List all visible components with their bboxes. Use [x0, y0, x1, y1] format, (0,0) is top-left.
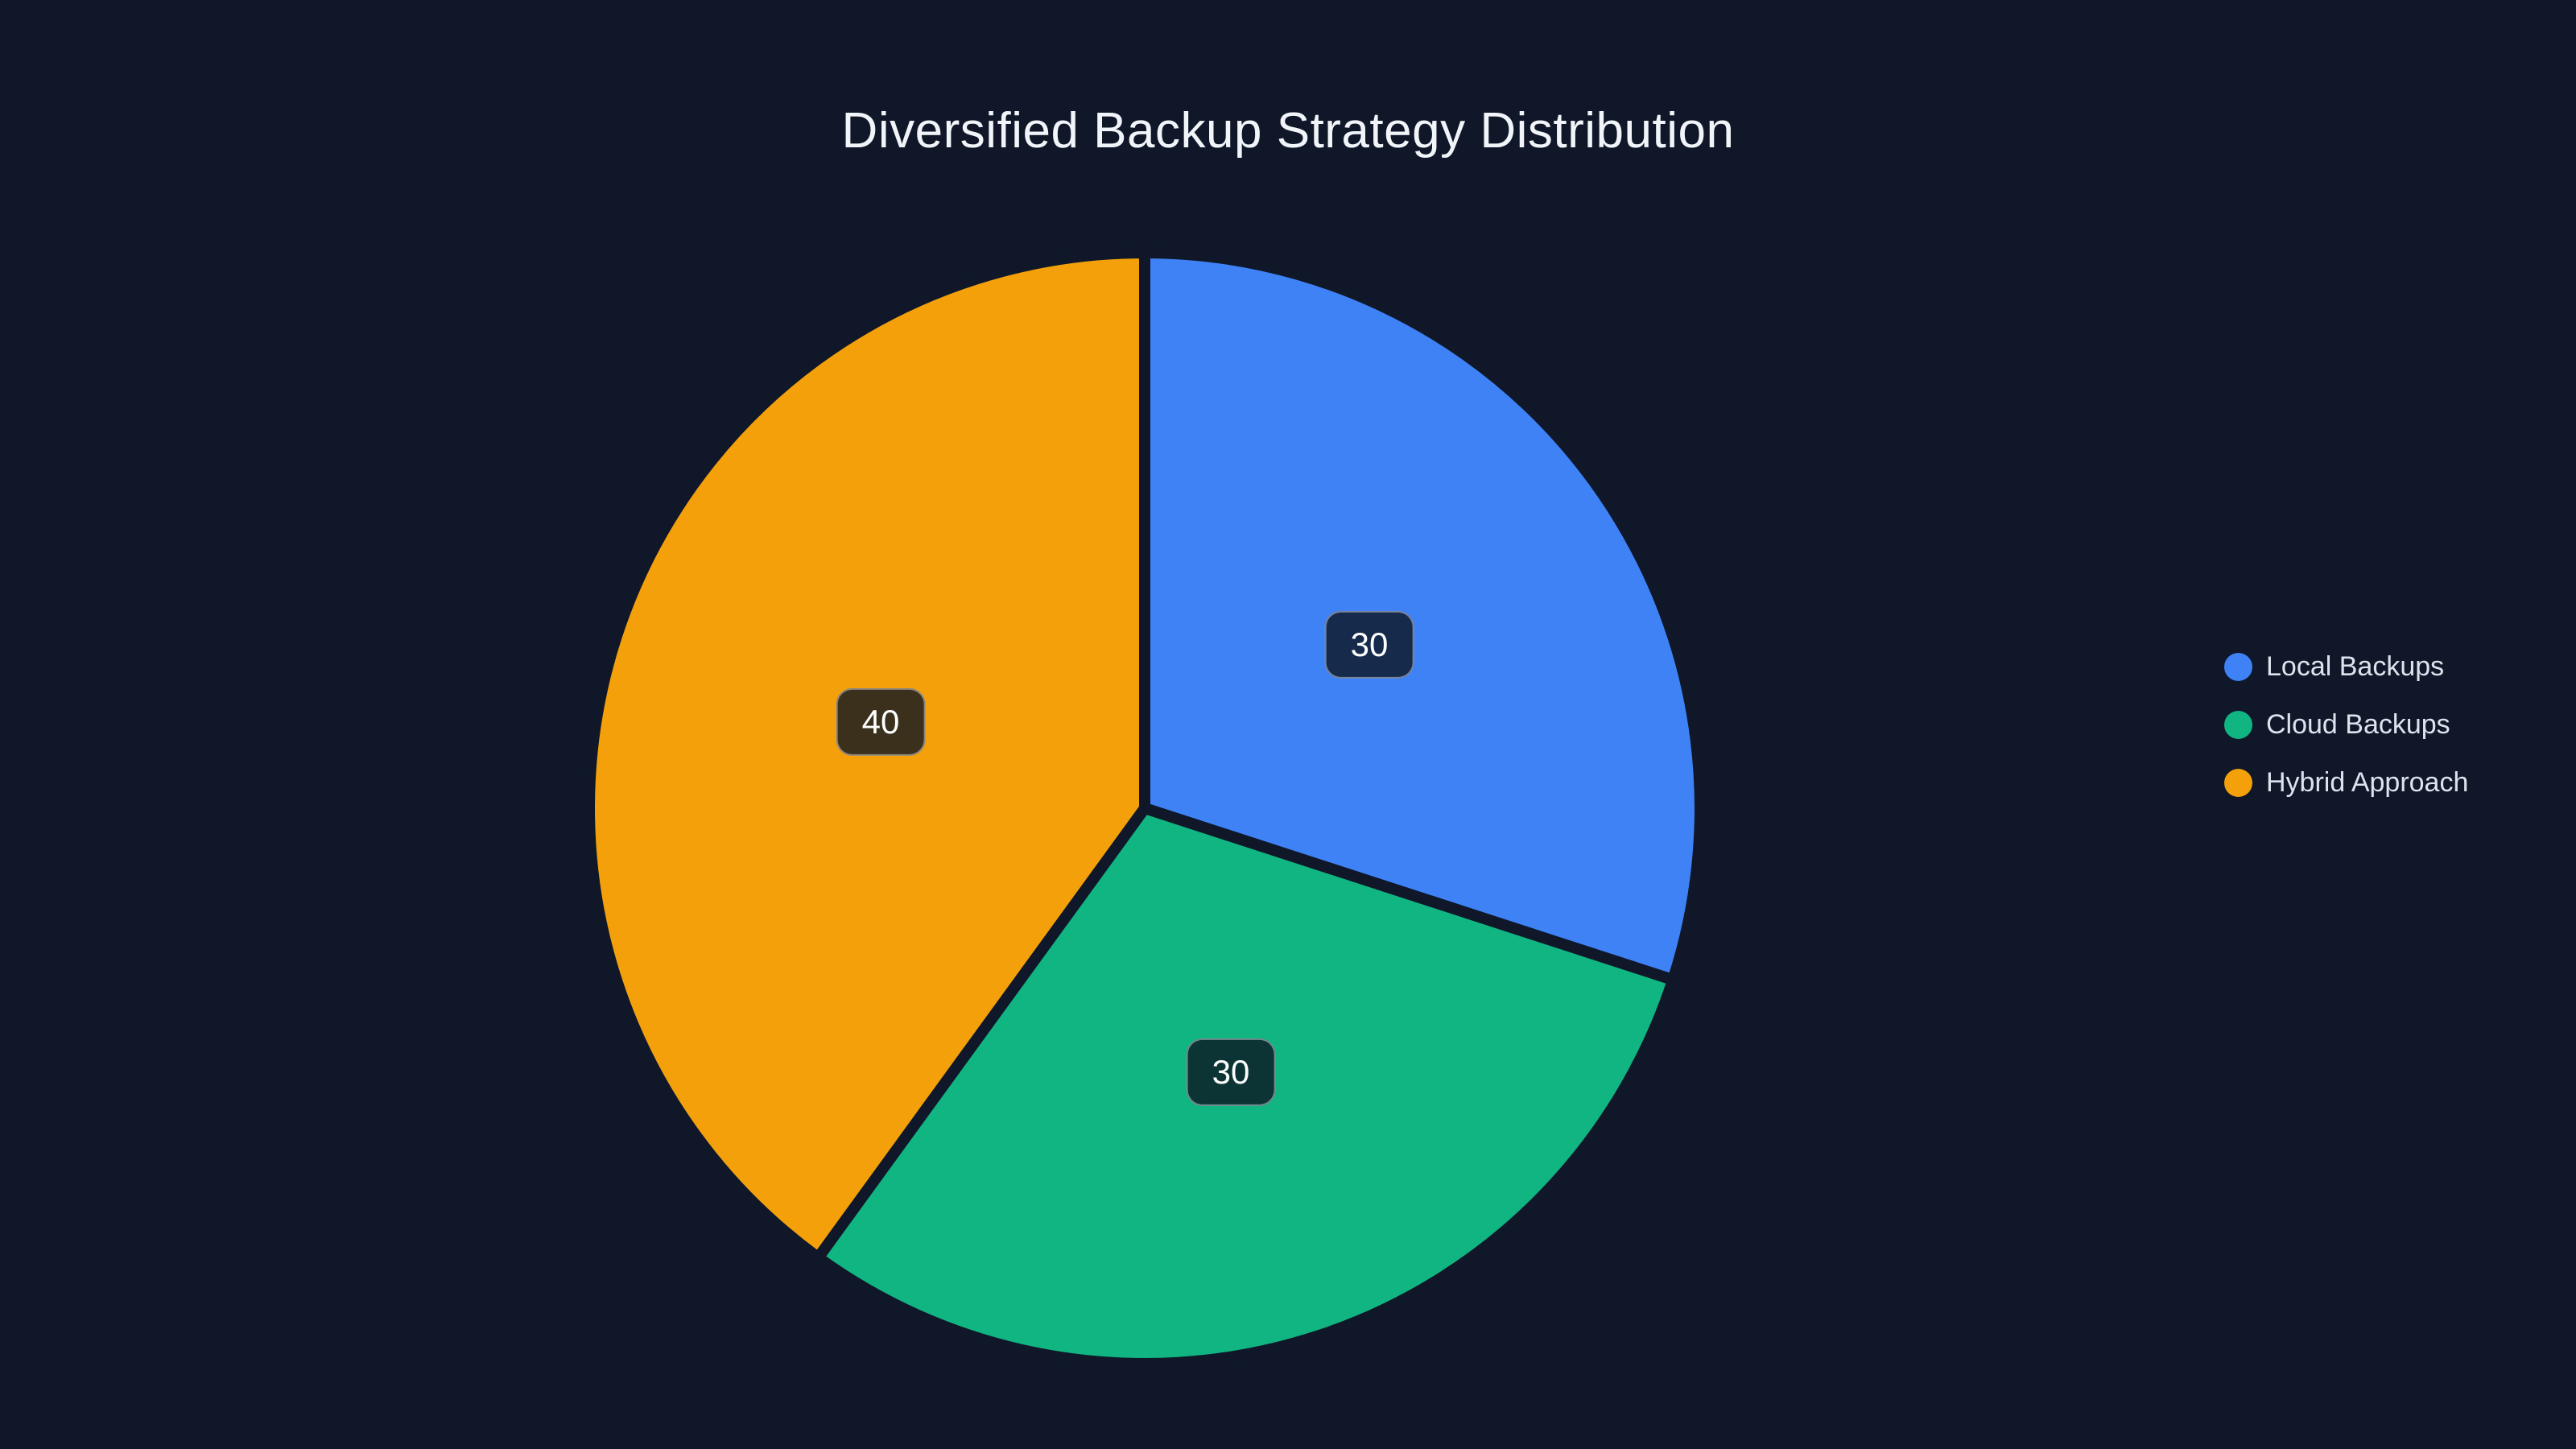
data-label-local-backups: 30 [1324, 610, 1414, 679]
legend-item-local-backups[interactable]: Local Backups [2224, 652, 2468, 681]
legend-marker-icon [2224, 652, 2252, 681]
data-label-cloud-backups: 30 [1186, 1038, 1276, 1107]
chart-title: Diversified Backup Strategy Distribution [841, 103, 1735, 159]
data-label-hybrid-approach: 40 [836, 687, 926, 757]
legend: Local Backups Cloud Backups Hybrid Approac… [2224, 652, 2468, 826]
legend-item-hybrid-approach[interactable]: Hybrid Approach [2224, 768, 2468, 797]
legend-item-cloud-backups[interactable]: Cloud Backups [2224, 710, 2468, 739]
legend-marker-icon [2224, 768, 2252, 797]
legend-item-label: Cloud Backups [2266, 709, 2450, 740]
pie-slice-local-backups[interactable] [1139, 247, 1706, 986]
legend-item-label: Local Backups [2266, 651, 2445, 682]
legend-item-label: Hybrid Approach [2266, 767, 2469, 798]
legend-marker-icon [2224, 710, 2252, 739]
